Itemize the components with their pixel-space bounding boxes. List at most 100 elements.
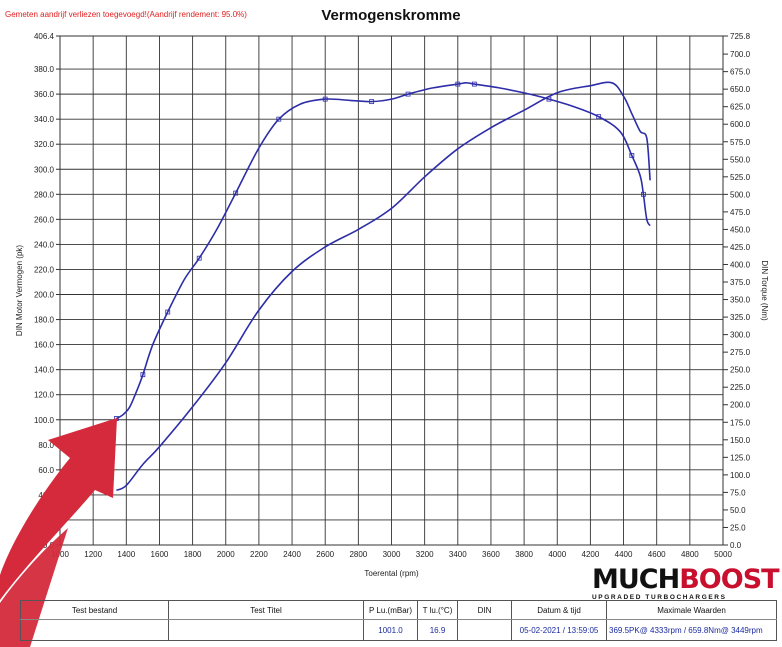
header-test-title: Test Titel [168, 600, 364, 620]
power-point-marker [596, 114, 602, 120]
header-din: DIN [457, 600, 512, 620]
x-tick-label: 3800 [515, 550, 533, 559]
y-right-tick-label: 200.0 [730, 401, 751, 410]
y-right-tick-label: 0.0 [730, 541, 742, 550]
x-tick-label: 4000 [548, 550, 566, 559]
y-left-tick-label: 80.0 [38, 441, 54, 450]
y-left-tick-label: 120.0 [34, 391, 55, 400]
table-header-row: Test bestand Test Titel P Lu.(mBar) T lu… [20, 600, 777, 620]
power-point-marker [369, 99, 375, 105]
power-point-marker [196, 255, 202, 261]
y-right-tick-label: 125.0 [730, 453, 751, 462]
red-arrow-overlay [0, 418, 117, 647]
y-right-tick-label: 725.8 [730, 32, 751, 41]
x-tick-label: 3400 [449, 550, 467, 559]
y-left-tick-label: 200.0 [34, 291, 55, 300]
x-tick-label: 4600 [648, 550, 666, 559]
muchboost-logo: MUCHBOOST UPGRADED TURBOCHARGERS [592, 564, 780, 606]
cell-air-pressure: 1001.0 [363, 619, 418, 641]
power-point-marker [322, 96, 328, 102]
x-tick-label: 3200 [416, 550, 434, 559]
y-left-tick-label: 380.0 [34, 65, 55, 74]
x-tick-label: 2600 [316, 550, 334, 559]
header-date-time: Datum & tijd [511, 600, 607, 620]
y-right-tick-label: 175.0 [730, 418, 751, 427]
header-test-file: Test bestand [20, 600, 169, 620]
y-right-tick-label: 475.0 [730, 208, 751, 217]
y-right-tick-label: 650.0 [730, 85, 751, 94]
torque-curve [116, 81, 651, 492]
y-right-tick-label: 500.0 [730, 190, 751, 199]
test-info-table: Test bestand Test Titel P Lu.(mBar) T lu… [20, 600, 777, 641]
x-tick-label: 5000 [714, 550, 732, 559]
cell-air-temp: 16.9 [417, 619, 458, 641]
header-air-temp: T lu.(°C) [417, 600, 458, 620]
y-right-tick-label: 625.0 [730, 103, 751, 112]
y-right-tick-label: 225.0 [730, 383, 751, 392]
power-point-marker [165, 309, 171, 315]
chart-title: Vermogenskromme [321, 7, 461, 24]
y-right-tick-label: 75.0 [730, 488, 746, 497]
cell-din [457, 619, 512, 641]
x-tick-label: 1000 [51, 550, 69, 559]
y-left-tick-label: 220.0 [34, 265, 55, 274]
x-tick-label: 2400 [283, 550, 301, 559]
y-right-tick-label: 275.0 [730, 348, 751, 357]
y-left-tick-label: 406.4 [34, 32, 55, 41]
arrow-tail-shape [0, 528, 68, 647]
y-right-tick-label: 375.0 [730, 278, 751, 287]
y-right-tick-label: 325.0 [730, 313, 751, 322]
y-axis-right-label: DIN Torque (Nm) [760, 260, 769, 321]
power-point-marker [471, 81, 477, 87]
y-right-tick-label: 150.0 [730, 436, 751, 445]
y-right-tick-label: 300.0 [730, 331, 751, 340]
curves [113, 81, 651, 492]
y-left-tick-label: 180.0 [34, 316, 55, 325]
x-tick-label: 3600 [482, 550, 500, 559]
table-row: 1001.0 16.9 05-02-2021 / 13:59:05 369.5P… [20, 619, 777, 641]
drive-loss-note: Gemeten aandrijf verliezen toegevoegd!(A… [5, 10, 247, 19]
y-right-tick-label: 675.0 [730, 68, 751, 77]
y-right-tick-label: 700.0 [730, 50, 751, 59]
y-left-tick-label: 100.0 [34, 416, 55, 425]
cell-test-title [168, 619, 364, 641]
y-right-tick-label: 50.0 [730, 506, 746, 515]
y-left-tick-label: 340.0 [34, 115, 55, 124]
x-tick-label: 4400 [615, 550, 633, 559]
x-tick-label: 1400 [117, 550, 135, 559]
power-point-marker [233, 190, 239, 196]
logo-boost: BOOST [679, 564, 779, 595]
y-right-tick-label: 550.0 [730, 155, 751, 164]
y-right-tick-label: 25.0 [730, 523, 746, 532]
y-left-tick-label: 240.0 [34, 240, 55, 249]
power-point-marker [455, 81, 461, 87]
y-left-tick-label: 320.0 [34, 140, 55, 149]
power-point-marker [641, 191, 646, 197]
x-tick-label: 1800 [184, 550, 202, 559]
logo-much: MUCH [592, 564, 680, 595]
y-right-tick-label: 600.0 [730, 120, 751, 129]
cell-test-file [20, 619, 169, 641]
logo-tagline: UPGRADED TURBOCHARGERS [592, 594, 727, 601]
x-tick-label: 2000 [217, 550, 235, 559]
y-left-tick-label: 300.0 [34, 165, 55, 174]
y-right-tick-label: 525.0 [730, 173, 751, 182]
cell-date-time: 05-02-2021 / 13:59:05 [511, 619, 607, 641]
arrow-shape [0, 418, 117, 600]
power-point-marker [140, 372, 146, 378]
y-right-tick-label: 425.0 [730, 243, 751, 252]
y-left-tick-label: 60.0 [38, 466, 54, 475]
grid-lines [59, 35, 724, 546]
y-left-tick-label: 280.0 [34, 190, 55, 199]
header-max-values: Maximale Waarden [606, 600, 777, 620]
x-tick-label: 1200 [84, 550, 102, 559]
y-right-tick-label: 575.0 [730, 138, 751, 147]
y-right-tick-label: 450.0 [730, 225, 751, 234]
y-left-tick-label: 140.0 [34, 366, 55, 375]
x-tick-label: 3000 [383, 550, 401, 559]
x-tick-label: 2800 [349, 550, 367, 559]
y-right-tick-label: 350.0 [730, 296, 751, 305]
power-point-marker [405, 91, 411, 97]
y-right-tick-label: 250.0 [730, 366, 751, 375]
x-tick-label: 4800 [681, 550, 699, 559]
